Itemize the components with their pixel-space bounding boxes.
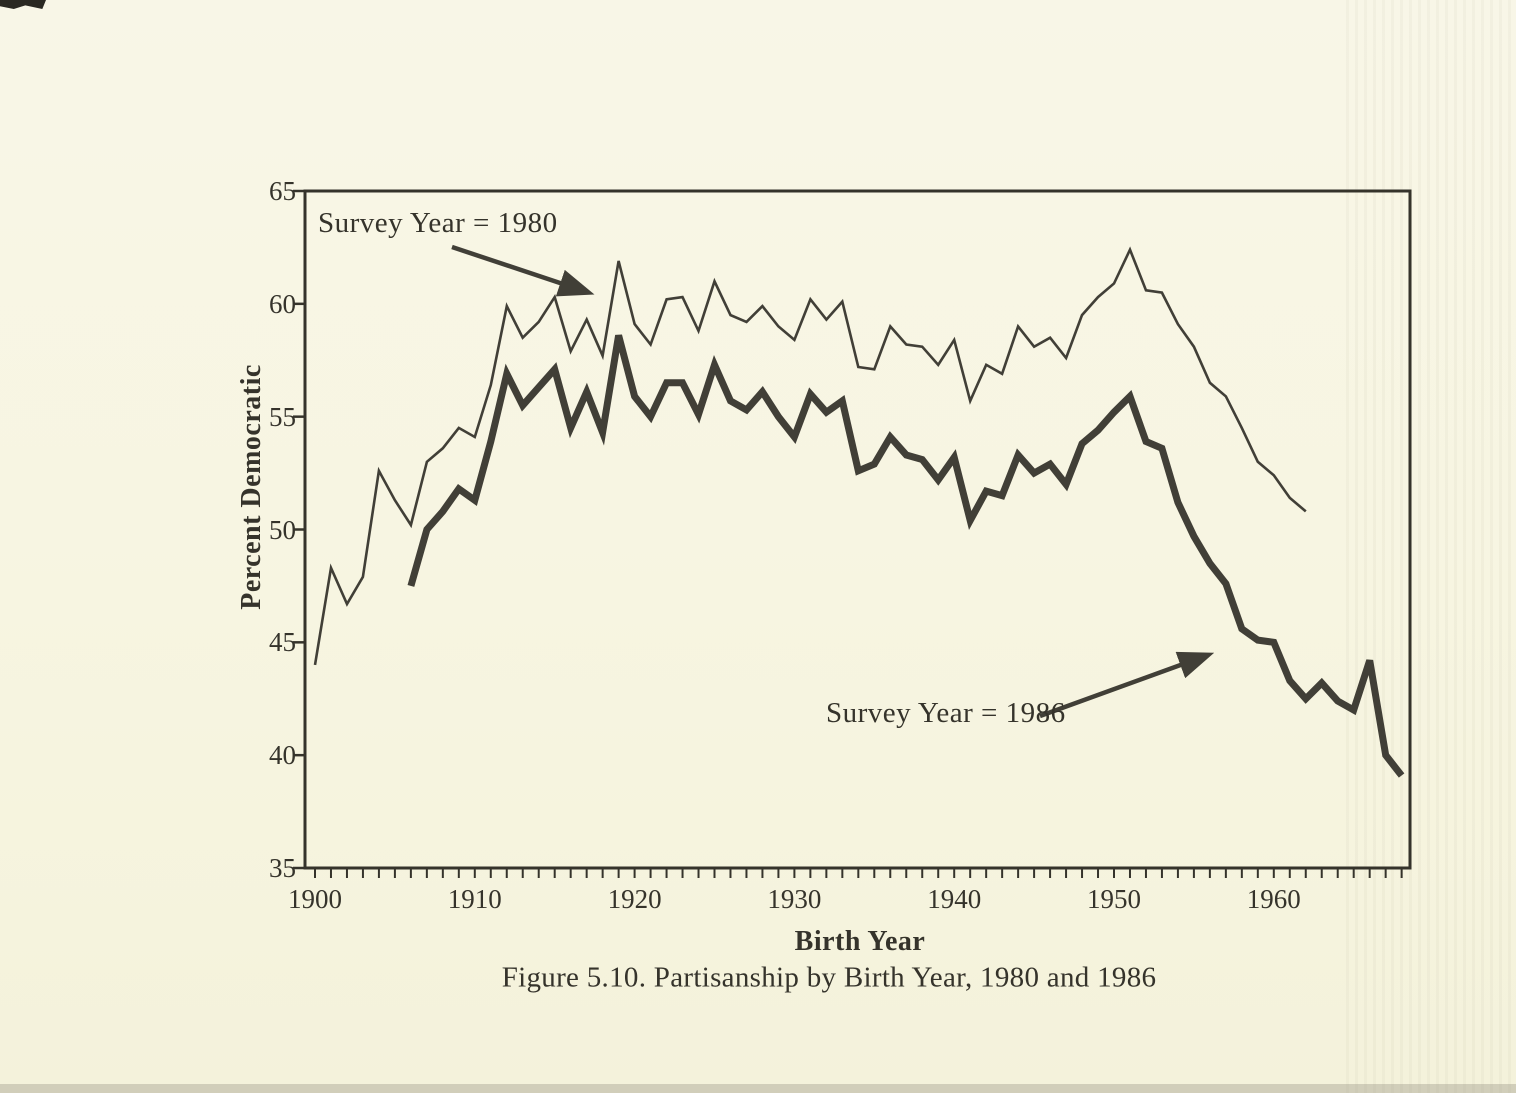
x-tick-label-1900: 1900: [288, 884, 342, 914]
figure-caption: Figure 5.10. Partisanship by Birth Year,…: [501, 961, 1157, 994]
series-line-1980: [313, 246, 1307, 666]
y-axis-ticks: [293, 189, 305, 870]
x-axis-ticks: [314, 869, 1403, 878]
y-tick-label-50: 50: [269, 514, 296, 545]
y-tick-label-40: 40: [269, 740, 296, 771]
x-tick-label-1910: 1910: [447, 884, 502, 914]
plot-border: [303, 189, 1412, 870]
annotation-arrow-1986: [1039, 651, 1215, 719]
y-tick-label-65: 65: [269, 176, 296, 206]
x-tick-label-1950: 1950: [1087, 884, 1141, 914]
series-line-1986: [407, 334, 1405, 778]
x-tick-label-1960: 1960: [1246, 884, 1301, 914]
y-tick-label-60: 60: [269, 288, 296, 319]
x-tick-label-1940: 1940: [927, 884, 982, 914]
y-tick-label-55: 55: [269, 401, 296, 432]
annotation-arrow-1980: [451, 244, 595, 297]
annotation-survey-1980: Survey Year = 1980: [318, 207, 558, 239]
y-tick-label-35: 35: [269, 853, 296, 883]
x-axis-title: Birth Year: [794, 926, 926, 957]
scan-artifact-mark: [0, 0, 46, 9]
y-tick-label-45: 45: [269, 627, 296, 658]
x-tick-label-1930: 1930: [767, 884, 822, 914]
x-tick-label-1920: 1920: [607, 884, 662, 914]
annotation-survey-1986: Survey Year = 1986: [826, 697, 1066, 729]
